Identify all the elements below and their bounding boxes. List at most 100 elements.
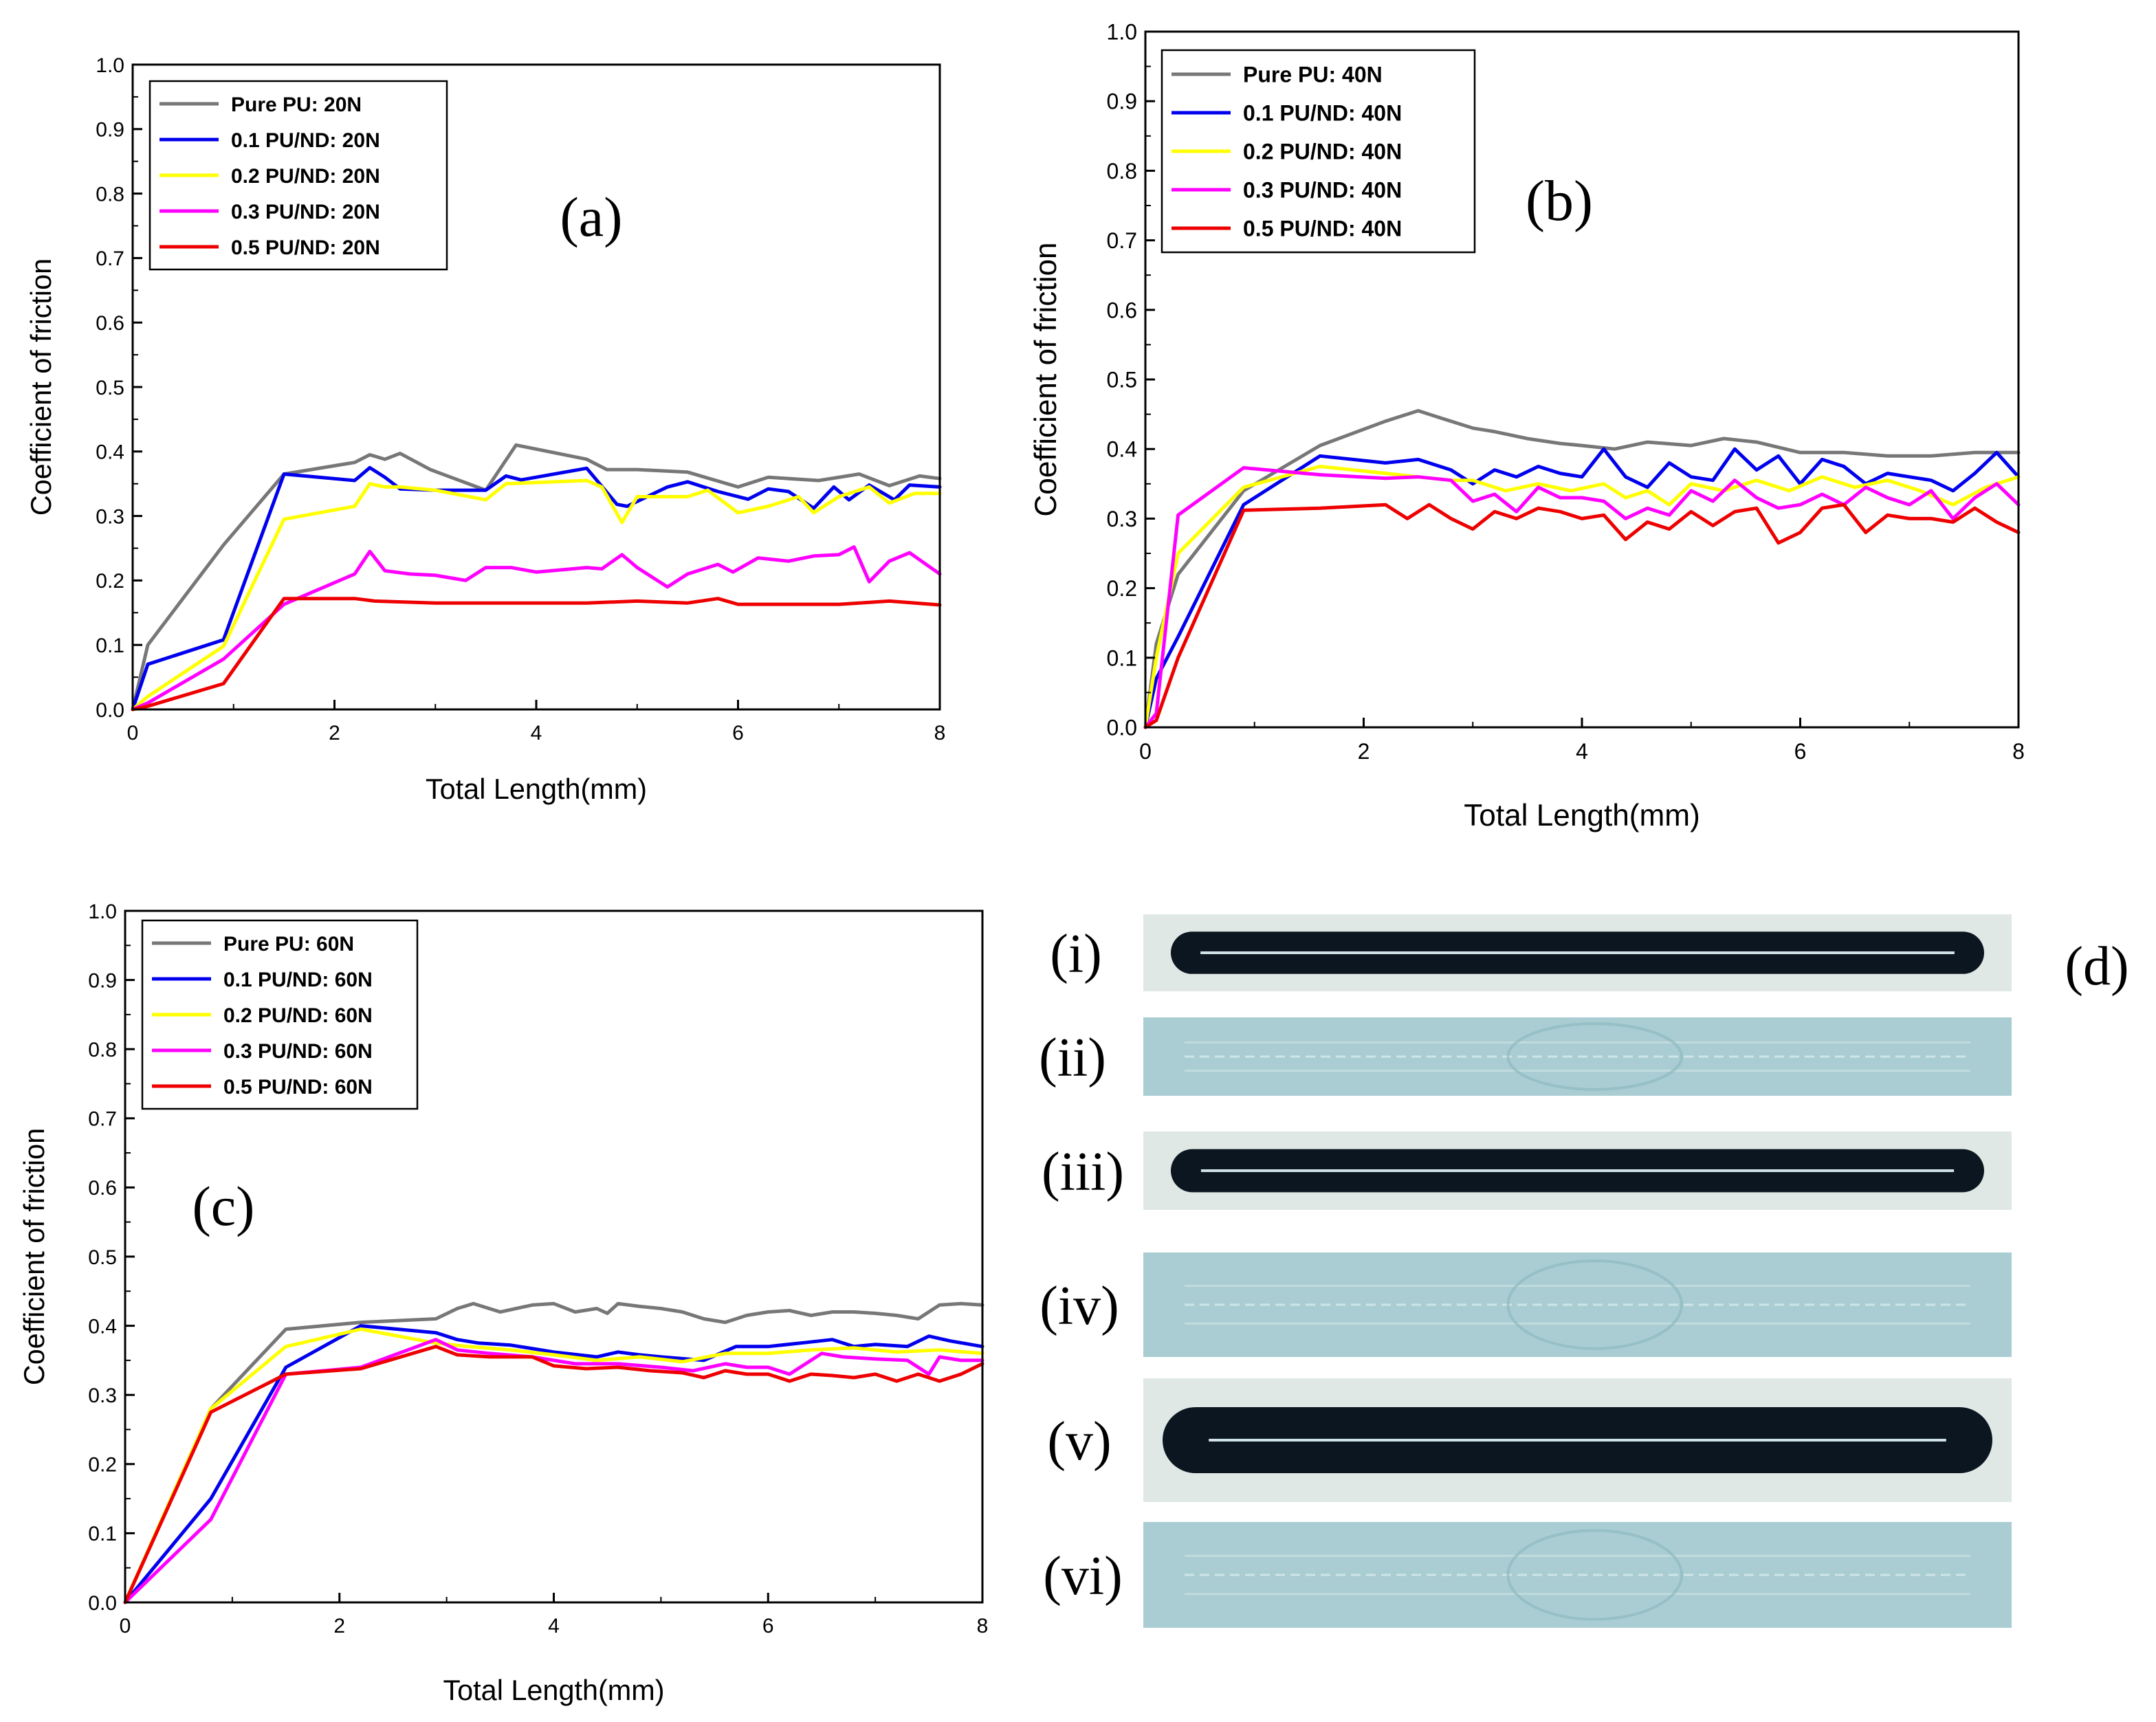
x-tick-label: 0 — [1139, 739, 1152, 764]
legend-label: 0.5 PU/ND: 20N — [231, 236, 380, 259]
y-tick-label: 0.8 — [96, 183, 124, 206]
series-line-nd03 — [131, 545, 942, 711]
x-tick-label: 4 — [531, 722, 542, 744]
panel-label: (d) — [2065, 936, 2128, 997]
x-tick-label: 2 — [329, 722, 340, 744]
y-tick-label: 0.1 — [88, 1523, 117, 1545]
strip-label: (v) — [1047, 1411, 1111, 1472]
x-axis-title: Total Length(mm) — [426, 773, 647, 805]
y-tick-label: 0.0 — [96, 699, 124, 722]
legend-label: 0.3 PU/ND: 40N — [1243, 178, 1402, 203]
x-tick-label: 6 — [762, 1615, 774, 1637]
series-line-pure — [1143, 409, 2021, 729]
y-tick-label: 0.6 — [88, 1177, 117, 1200]
x-tick-label: 4 — [548, 1615, 560, 1637]
legend-label: 0.3 PU/ND: 60N — [223, 1040, 373, 1063]
y-tick-label: 0.5 — [88, 1246, 117, 1269]
chart-panel-c: 0.0 0.1 0.2 0.3 0.4 0.5 0.6 0.7 0.8 0.9 1.0 0 2 4 6 8 To… — [19, 901, 988, 1706]
series-line-nd02 — [123, 1327, 984, 1604]
y-tick-label: 0.0 — [88, 1592, 117, 1615]
series-line-nd02 — [131, 478, 942, 711]
series-line-nd01 — [123, 1324, 984, 1604]
legend-label: 0.5 PU/ND: 40N — [1243, 217, 1402, 241]
panel-label: (c) — [192, 1175, 254, 1237]
y-tick-label: 0.8 — [1107, 159, 1137, 184]
series-line-nd03 — [1143, 466, 2021, 729]
y-tick-label: 0.8 — [88, 1039, 117, 1061]
legend-label: Pure PU: 60N — [223, 933, 354, 956]
legend-label: 0.2 PU/ND: 40N — [1243, 140, 1402, 164]
series-line-nd01 — [1143, 447, 2021, 729]
y-axis-title: Coefficient of friction — [1029, 242, 1063, 516]
y-tick-label: 1.0 — [88, 901, 117, 923]
strip-label: (iv) — [1040, 1276, 1119, 1336]
micrograph-panel-d: (i) (ii) (iii) (iv) (v) (vi) (d) — [1039, 914, 2129, 1628]
y-tick-label: 0.4 — [1107, 437, 1137, 462]
y-tick-label: 0.3 — [96, 505, 124, 528]
y-axis-title: Coefficient of friction — [19, 1128, 50, 1385]
y-tick-label: 0.5 — [1107, 368, 1137, 393]
legend-label: 0.2 PU/ND: 20N — [231, 165, 380, 188]
x-axis-title: Total Length(mm) — [443, 1675, 664, 1706]
y-tick-label: 0.3 — [1107, 507, 1137, 531]
contact-mark — [1506, 1529, 1684, 1621]
y-tick-label: 0.7 — [88, 1108, 117, 1131]
legend-label: 0.3 PU/ND: 20N — [231, 201, 380, 223]
series-line-pure — [131, 443, 942, 711]
series-line-pure — [123, 1301, 984, 1604]
x-axis-title: Total Length(mm) — [1464, 799, 1700, 832]
y-axis-title: Coefficient of friction — [25, 258, 57, 516]
legend-label: Pure PU: 20N — [231, 93, 362, 116]
contact-mark — [1506, 1022, 1684, 1091]
y-tick-label: 0.6 — [96, 312, 124, 335]
y-tick-label: 0.2 — [88, 1454, 117, 1477]
y-tick-label: 1.0 — [1107, 20, 1137, 45]
series-line-nd02 — [1143, 465, 2021, 729]
x-tick-label: 4 — [1576, 739, 1588, 764]
x-tick-label: 8 — [934, 722, 946, 744]
y-tick-label: 0.9 — [96, 119, 124, 142]
strip-label: (vi) — [1043, 1546, 1123, 1607]
y-tick-label: 0.4 — [96, 441, 124, 464]
strip-label: (iii) — [1042, 1142, 1124, 1202]
series-line-nd05 — [1143, 503, 2021, 729]
series-line-nd05 — [123, 1345, 984, 1604]
y-tick-label: 0.5 — [96, 377, 124, 399]
y-tick-label: 0.9 — [88, 969, 117, 992]
y-tick-label: 0.0 — [1107, 716, 1137, 740]
y-tick-label: 1.0 — [96, 54, 124, 77]
x-tick-label: 2 — [1358, 739, 1370, 764]
legend-label: 0.2 PU/ND: 60N — [223, 1004, 373, 1027]
legend-label: 0.1 PU/ND: 40N — [1243, 101, 1402, 126]
y-tick-label: 0.1 — [1107, 645, 1137, 670]
series-line-nd01 — [131, 465, 942, 711]
legend-label: Pure PU: 40N — [1243, 63, 1383, 87]
panel-label: (a) — [560, 186, 622, 248]
x-tick-label: 6 — [1794, 739, 1807, 764]
y-tick-label: 0.2 — [96, 570, 124, 593]
y-tick-label: 0.9 — [1107, 89, 1137, 114]
legend-label: 0.1 PU/ND: 60N — [223, 969, 373, 991]
chart-panel-a: 0.0 0.1 0.2 0.3 0.4 0.5 0.6 0.7 0.8 0.9 1.0 0 2 4 6 8 To… — [25, 54, 945, 805]
legend-label: 0.5 PU/ND: 60N — [223, 1076, 373, 1099]
x-tick-label: 0 — [120, 1615, 131, 1637]
contact-mark — [1506, 1259, 1684, 1350]
panel-label: (b) — [1526, 169, 1593, 233]
x-tick-label: 8 — [977, 1615, 989, 1637]
legend-label: 0.1 PU/ND: 20N — [231, 129, 380, 152]
chart-panel-b: 0.0 0.1 0.2 0.3 0.4 0.5 0.6 0.7 0.8 0.9 1.0 0 2 4 6 8 To… — [1029, 20, 2025, 832]
y-tick-label: 0.7 — [96, 247, 124, 270]
y-tick-label: 0.1 — [96, 634, 124, 657]
y-tick-label: 0.7 — [1107, 228, 1137, 253]
y-tick-label: 0.2 — [1107, 576, 1137, 601]
x-tick-label: 6 — [732, 722, 744, 744]
x-tick-label: 2 — [333, 1615, 345, 1637]
y-tick-label: 0.4 — [88, 1315, 117, 1338]
series-line-nd05 — [131, 597, 942, 711]
y-tick-label: 0.3 — [88, 1384, 117, 1407]
strip-label: (ii) — [1039, 1028, 1106, 1088]
strip-label: (i) — [1050, 924, 1102, 984]
x-tick-label: 8 — [2012, 739, 2025, 764]
y-tick-label: 0.6 — [1107, 298, 1137, 322]
